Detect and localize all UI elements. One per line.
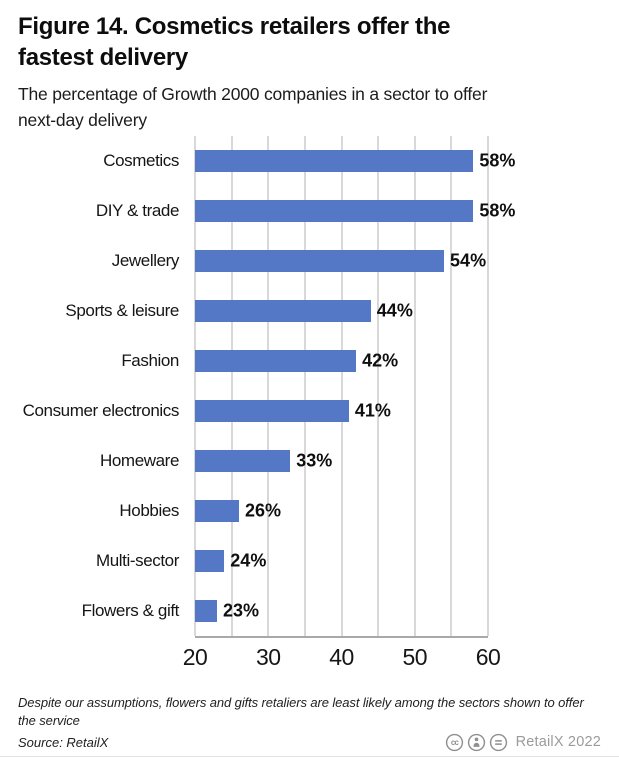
bar-row: Hobbies 26% (18, 486, 488, 536)
footer-bottom-row: Source: RetailX cc RetailX 2022 (18, 733, 601, 752)
source-label: Source: RetailX (18, 734, 109, 750)
value-label: 41% (354, 400, 391, 421)
category-label: Jewellery (111, 251, 180, 271)
bar-row: Cosmetics 58% (18, 136, 515, 186)
bar-track: 26% (195, 486, 488, 536)
value-label: 44% (376, 300, 413, 321)
bar-track: 44% (195, 286, 488, 336)
figure-title-line1: Figure 14. Cosmetics retailers offer the (18, 13, 451, 40)
gridline (487, 136, 489, 637)
bar-row: Jewellery 54% (18, 236, 488, 286)
bar-track: 24% (195, 536, 488, 586)
bar (195, 600, 217, 623)
category-label: Multi-sector (95, 551, 179, 571)
category-label: Homeware (100, 451, 179, 471)
bar-row: Homeware 33% (18, 436, 488, 486)
footnote: Despite our assumptions, flowers and gif… (18, 695, 584, 728)
bar-track: 58% (195, 136, 515, 186)
value-label: 58% (479, 200, 516, 221)
bar-row: Fashion 42% (18, 336, 488, 386)
figure-title-line2: fastest delivery (18, 43, 188, 71)
bar-track: 23% (195, 586, 488, 636)
bar (195, 250, 445, 273)
bar-chart: Cosmetics 58% DIY & trade 58% Jewellery 54% Sp… (18, 136, 601, 670)
gridline (194, 136, 196, 637)
category-label: DIY & trade (95, 201, 180, 221)
x-tick-label: 40 (329, 644, 354, 671)
value-label: 24% (230, 550, 267, 571)
gridline (231, 136, 233, 637)
bar (195, 450, 291, 473)
bar-track: 58% (195, 186, 515, 236)
figure-title: Figure 14. Cosmetics retailers offer the… (18, 12, 601, 74)
value-label: 23% (222, 600, 259, 621)
bar (195, 550, 225, 573)
license-row: cc RetailX 2022 (445, 733, 601, 752)
bar (195, 500, 239, 523)
gridline (304, 136, 306, 637)
category-label: Sports & leisure (65, 301, 179, 321)
credit-label: RetailX 2022 (515, 734, 601, 750)
cc-icon: cc (445, 733, 463, 751)
gridline (341, 136, 342, 637)
value-label: 54% (450, 250, 487, 271)
bar-rows: Cosmetics 58% DIY & trade 58% Jewellery 54% Sp… (18, 136, 515, 636)
figure-footer: Despite our assumptions, flowers and gif… (18, 694, 601, 751)
bar-row: Multi-sector 24% (18, 536, 488, 586)
value-label: 58% (479, 150, 516, 171)
figure-subtitle-line2: next-day delivery (18, 110, 147, 131)
bar-row: Sports & leisure 44% (18, 286, 488, 336)
bar (195, 350, 357, 373)
svg-text:cc: cc (450, 738, 459, 747)
bar (195, 200, 474, 223)
gridline (450, 136, 452, 637)
grid-layer (194, 136, 489, 639)
figure-subtitle: The percentage of Growth 2000 companies … (18, 81, 601, 134)
value-label: 26% (244, 500, 281, 521)
bar-track: 41% (195, 386, 488, 436)
x-tick-label: 30 (255, 644, 281, 671)
gridline (267, 136, 269, 637)
attribution-icon (467, 733, 485, 751)
x-tick-label: 50 (402, 644, 428, 671)
bar (195, 300, 371, 323)
value-label: 33% (296, 450, 333, 471)
gridline (414, 136, 416, 637)
figure-subtitle-line1: The percentage of Growth 2000 companies … (18, 83, 488, 104)
bar-track: 42% (195, 336, 488, 386)
bar-row: Consumer electronics 41% (18, 386, 488, 436)
bar-row: Flowers & gift 23% (18, 586, 488, 636)
category-label: Flowers & gift (81, 601, 180, 621)
no-derivatives-icon (489, 733, 507, 751)
bar-track: 54% (195, 236, 488, 286)
x-axis-ticks: 20 30 40 50 60 (183, 636, 501, 671)
bar-track: 33% (195, 436, 488, 486)
bar (195, 150, 474, 173)
bar (195, 400, 349, 423)
value-label: 42% (362, 350, 399, 371)
x-tick-label: 60 (475, 644, 501, 671)
category-label: Fashion (121, 351, 179, 371)
category-label: Hobbies (119, 501, 179, 521)
category-label: Cosmetics (103, 151, 179, 171)
gridline (377, 136, 379, 637)
bar-row: DIY & trade 58% (18, 186, 515, 236)
x-tick-label: 20 (182, 644, 208, 671)
category-label: Consumer electronics (22, 401, 180, 421)
